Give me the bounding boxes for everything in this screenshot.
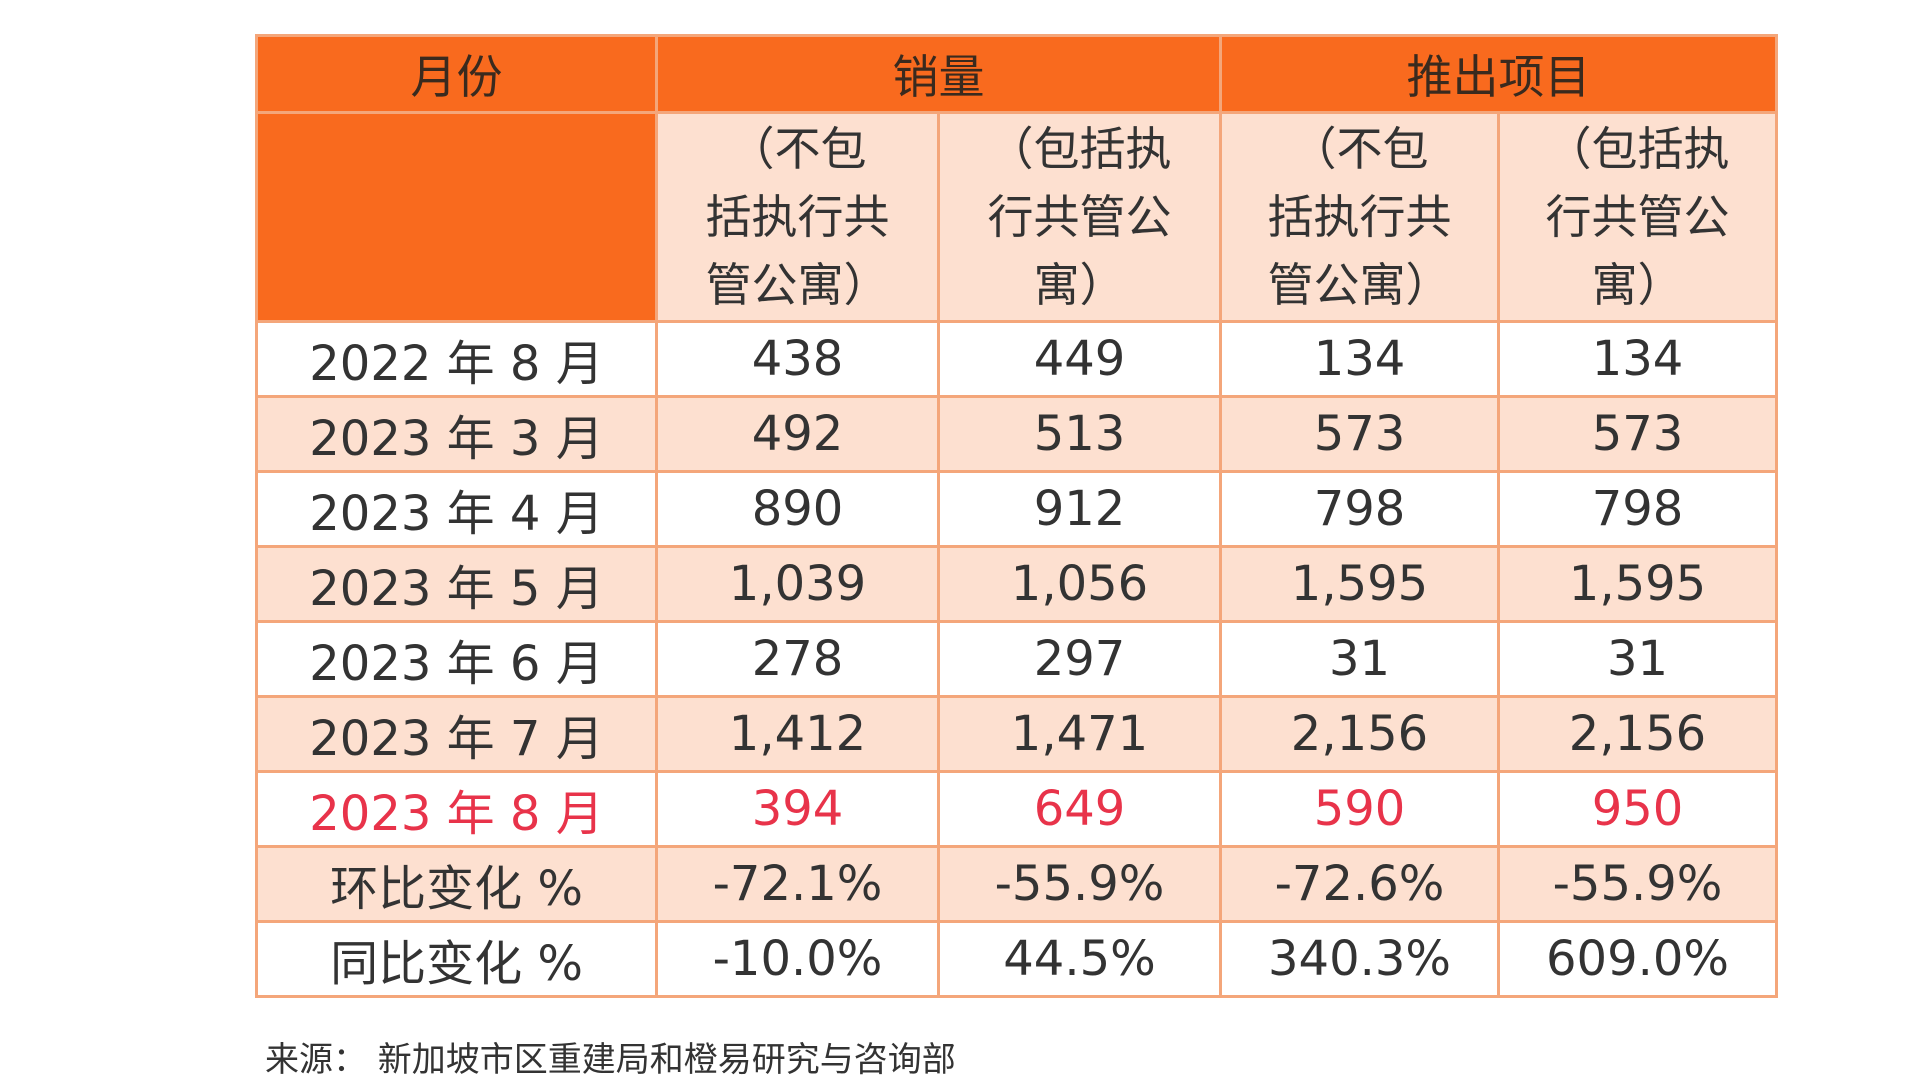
row-value-cell: 1,595 bbox=[1497, 545, 1778, 623]
sales-table-container: 月份 销量 推出项目 （不包 括执行共 管公寓） （包括执 行共管公 寓） （不… bbox=[255, 34, 1778, 998]
row-value-cell: 394 bbox=[655, 770, 940, 848]
table-row: 2023 年 4 月 890 912 798 798 bbox=[255, 470, 1778, 548]
row-value-cell: -55.9% bbox=[1497, 845, 1778, 923]
row-value-cell: 912 bbox=[937, 470, 1222, 548]
row-value-cell: -55.9% bbox=[937, 845, 1222, 923]
row-month-cell: 环比变化 % bbox=[255, 845, 658, 923]
subheader-sales-excl-ec: （不包 括执行共 管公寓） bbox=[655, 111, 940, 323]
row-value-cell: 573 bbox=[1497, 395, 1778, 473]
row-value-cell: -72.6% bbox=[1219, 845, 1500, 923]
row-value-cell: 649 bbox=[937, 770, 1222, 848]
header-month: 月份 bbox=[255, 34, 658, 114]
table-group-header-row: 月份 销量 推出项目 bbox=[255, 34, 1778, 114]
row-value-cell: 2,156 bbox=[1497, 695, 1778, 773]
row-value-cell: 31 bbox=[1497, 620, 1778, 698]
row-value-cell: 2,156 bbox=[1219, 695, 1500, 773]
table-row: 2023 年 6 月 278 297 31 31 bbox=[255, 620, 1778, 698]
table-row: 2023 年 5 月 1,039 1,056 1,595 1,595 bbox=[255, 545, 1778, 623]
row-value-cell: 492 bbox=[655, 395, 940, 473]
row-month-cell: 2023 年 3 月 bbox=[255, 395, 658, 473]
row-value-cell: 890 bbox=[655, 470, 940, 548]
table-body: 2022 年 8 月 438 449 134 134 2023 年 3 月 492 513 57… bbox=[255, 320, 1778, 998]
row-month-cell: 2023 年 6 月 bbox=[255, 620, 658, 698]
row-month-cell: 2023 年 7 月 bbox=[255, 695, 658, 773]
row-month-cell: 同比变化 % bbox=[255, 920, 658, 998]
table-row: 2023 年 7 月 1,412 1,471 2,156 2,156 bbox=[255, 695, 1778, 773]
row-value-cell: 134 bbox=[1219, 320, 1500, 398]
row-month-cell: 2023 年 4 月 bbox=[255, 470, 658, 548]
row-value-cell: 340.3% bbox=[1219, 920, 1500, 998]
row-value-cell: 1,471 bbox=[937, 695, 1222, 773]
row-value-cell: 798 bbox=[1497, 470, 1778, 548]
row-value-cell: 573 bbox=[1219, 395, 1500, 473]
row-value-cell: 1,056 bbox=[937, 545, 1222, 623]
table-row: 环比变化 % -72.1% -55.9% -72.6% -55.9% bbox=[255, 845, 1778, 923]
row-value-cell: 1,595 bbox=[1219, 545, 1500, 623]
row-month-cell: 2023 年 8 月 bbox=[255, 770, 658, 848]
row-value-cell: 950 bbox=[1497, 770, 1778, 848]
table-row: 2022 年 8 月 438 449 134 134 bbox=[255, 320, 1778, 398]
table-row: 同比变化 % -10.0% 44.5% 340.3% 609.0% bbox=[255, 920, 1778, 998]
header-launches: 推出项目 bbox=[1219, 34, 1778, 114]
header-sales: 销量 bbox=[655, 34, 1222, 114]
row-value-cell: 278 bbox=[655, 620, 940, 698]
table-row: 2023 年 3 月 492 513 573 573 bbox=[255, 395, 1778, 473]
row-value-cell: -72.1% bbox=[655, 845, 940, 923]
row-value-cell: 438 bbox=[655, 320, 940, 398]
row-value-cell: 449 bbox=[937, 320, 1222, 398]
table-row: 2023 年 8 月 394 649 590 950 bbox=[255, 770, 1778, 848]
row-value-cell: 590 bbox=[1219, 770, 1500, 848]
subheader-launches-excl-ec: （不包 括执行共 管公寓） bbox=[1219, 111, 1500, 323]
sales-table: 月份 销量 推出项目 （不包 括执行共 管公寓） （包括执 行共管公 寓） （不… bbox=[255, 34, 1778, 998]
row-value-cell: 297 bbox=[937, 620, 1222, 698]
row-value-cell: 44.5% bbox=[937, 920, 1222, 998]
row-value-cell: 1,039 bbox=[655, 545, 940, 623]
subheader-launches-incl-ec: （包括执 行共管公 寓） bbox=[1497, 111, 1778, 323]
row-value-cell: 31 bbox=[1219, 620, 1500, 698]
row-month-cell: 2023 年 5 月 bbox=[255, 545, 658, 623]
table-subheader-row: （不包 括执行共 管公寓） （包括执 行共管公 寓） （不包 括执行共 管公寓）… bbox=[255, 111, 1778, 323]
row-value-cell: -10.0% bbox=[655, 920, 940, 998]
header-month-spacer bbox=[255, 111, 658, 323]
source-note: 来源： 新加坡市区重建局和橙易研究与咨询部 bbox=[265, 1040, 956, 1080]
row-value-cell: 1,412 bbox=[655, 695, 940, 773]
row-value-cell: 609.0% bbox=[1497, 920, 1778, 998]
subheader-sales-incl-ec: （包括执 行共管公 寓） bbox=[937, 111, 1222, 323]
row-value-cell: 513 bbox=[937, 395, 1222, 473]
row-value-cell: 798 bbox=[1219, 470, 1500, 548]
row-month-cell: 2022 年 8 月 bbox=[255, 320, 658, 398]
row-value-cell: 134 bbox=[1497, 320, 1778, 398]
